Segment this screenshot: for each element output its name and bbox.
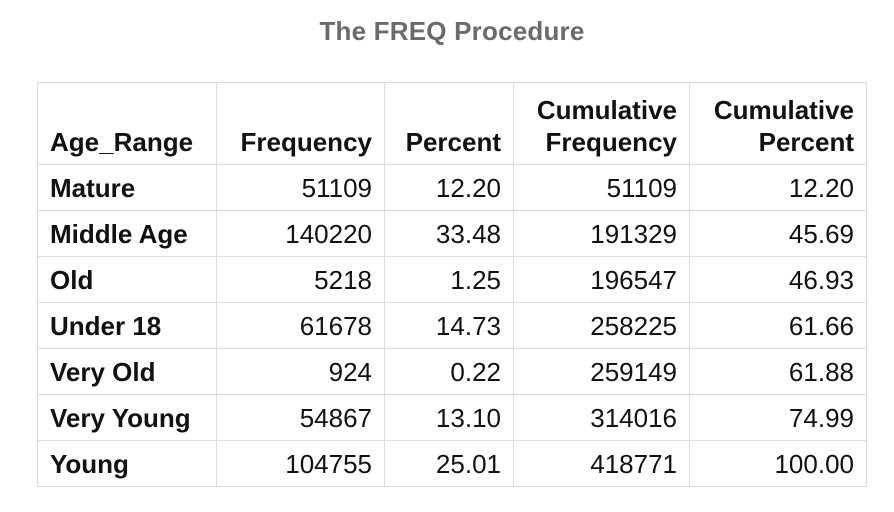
cell-cum-percent: 61.88 [689,348,867,395]
cell-cum-frequency: 258225 [513,302,690,349]
table-body: Mature 51109 12.20 51109 12.20 Middle Ag… [37,164,867,487]
cell-percent: 33.48 [384,210,514,257]
table-row: Old 5218 1.25 196547 46.93 [37,256,867,303]
table-row: Very Old 924 0.22 259149 61.88 [37,348,867,395]
page-title: The FREQ Procedure [319,16,585,46]
header-age-range: Age_Range [37,82,217,165]
cell-frequency: 51109 [216,164,385,211]
cell-frequency: 140220 [216,210,385,257]
header-cum-frequency-line2: Frequency [545,127,678,157]
cell-cum-frequency: 259149 [513,348,690,395]
table-header: Age_Range Frequency Percent Cumulative F… [37,82,867,165]
cell-cum-percent: 12.20 [689,164,867,211]
cell-frequency: 104755 [216,440,385,487]
cell-cum-frequency: 196547 [513,256,690,303]
row-label: Middle Age [37,210,217,257]
cell-percent: 14.73 [384,302,514,349]
header-cum-percent-line1: Cumulative [713,95,854,125]
cell-cum-percent: 46.93 [689,256,867,303]
cell-frequency: 924 [216,348,385,395]
frequency-table: Age_Range Frequency Percent Cumulative F… [37,82,867,487]
cell-cum-frequency: 51109 [513,164,690,211]
row-label: Very Young [37,394,217,441]
header-frequency: Frequency [216,82,385,165]
row-label: Mature [37,164,217,211]
cell-percent: 0.22 [384,348,514,395]
cell-cum-frequency: 418771 [513,440,690,487]
table-row: Under 18 61678 14.73 258225 61.66 [37,302,867,349]
cell-cum-percent: 45.69 [689,210,867,257]
header-percent: Percent [384,82,514,165]
cell-cum-frequency: 314016 [513,394,690,441]
cell-cum-percent: 74.99 [689,394,867,441]
table-row: Very Young 54867 13.10 314016 74.99 [37,394,867,441]
table-row: Young 104755 25.01 418771 100.00 [37,440,867,487]
header-cum-percent-line2: Percent [758,127,854,157]
header-cumulative-frequency: Cumulative Frequency [513,82,690,165]
header-cumulative-percent: Cumulative Percent [689,82,867,165]
cell-percent: 1.25 [384,256,514,303]
cell-cum-frequency: 191329 [513,210,690,257]
cell-frequency: 5218 [216,256,385,303]
cell-percent: 13.10 [384,394,514,441]
table-row: Mature 51109 12.20 51109 12.20 [37,164,867,211]
cell-percent: 12.20 [384,164,514,211]
table-row: Middle Age 140220 33.48 191329 45.69 [37,210,867,257]
row-label: Young [37,440,217,487]
cell-frequency: 54867 [216,394,385,441]
cell-cum-percent: 61.66 [689,302,867,349]
cell-frequency: 61678 [216,302,385,349]
header-row: Age_Range Frequency Percent Cumulative F… [37,82,867,165]
row-label: Old [37,256,217,303]
cell-percent: 25.01 [384,440,514,487]
header-cum-frequency-line1: Cumulative [536,95,677,125]
row-label: Very Old [37,348,217,395]
cell-cum-percent: 100.00 [689,440,867,487]
row-label: Under 18 [37,302,217,349]
